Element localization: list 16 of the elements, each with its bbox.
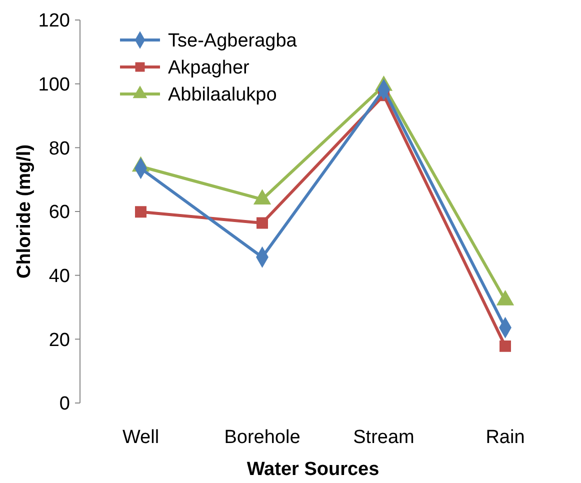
x-tick-label: Well: [122, 427, 160, 448]
legend-label: Tse-Agberagba: [168, 30, 298, 52]
x-tick-label: Stream: [353, 427, 414, 448]
y-tick-label: 100: [38, 74, 70, 96]
x-tick-label: Rain: [486, 427, 525, 448]
y-tick-label: 0: [59, 394, 70, 415]
legend-label: Akpagher: [168, 58, 250, 79]
y-tick-label: 40: [48, 266, 70, 287]
y-tick-label: 120: [38, 10, 70, 32]
x-axis-title: Water Sources: [246, 459, 380, 480]
y-axis-title: Chloride (mg/l): [14, 144, 35, 279]
y-tick-label: 80: [48, 138, 70, 160]
y-tick-label: 60: [48, 202, 70, 224]
legend-label: Abbilaalukpo: [168, 84, 277, 106]
y-tick-label: 20: [48, 330, 70, 351]
x-tick-label: Borehole: [224, 427, 300, 448]
